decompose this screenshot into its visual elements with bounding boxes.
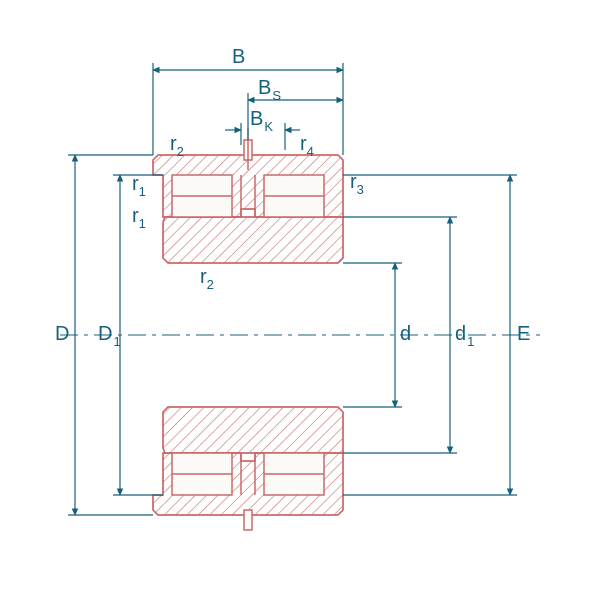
inner-ring-top <box>163 217 343 263</box>
dim-Bs: BS <box>258 77 281 103</box>
label-r1-a: r1 <box>132 173 146 199</box>
inner-ring-bot <box>163 407 343 453</box>
dim-D: D <box>55 323 69 345</box>
dim-B: B <box>232 46 245 68</box>
dim-E: E <box>517 323 530 345</box>
dim-D1: D1 <box>98 323 121 349</box>
dim-Bk: BK <box>250 108 273 134</box>
groove-pin-bot <box>244 510 252 530</box>
section-bottom <box>153 407 343 530</box>
label-r2-bot: r2 <box>200 266 214 292</box>
label-r1-b: r1 <box>132 205 146 231</box>
dim-d: d <box>400 323 411 345</box>
bearing-section-diagram: B BS BK D D1 d d1 E <box>0 0 600 600</box>
dim-d1: d1 <box>455 323 474 349</box>
